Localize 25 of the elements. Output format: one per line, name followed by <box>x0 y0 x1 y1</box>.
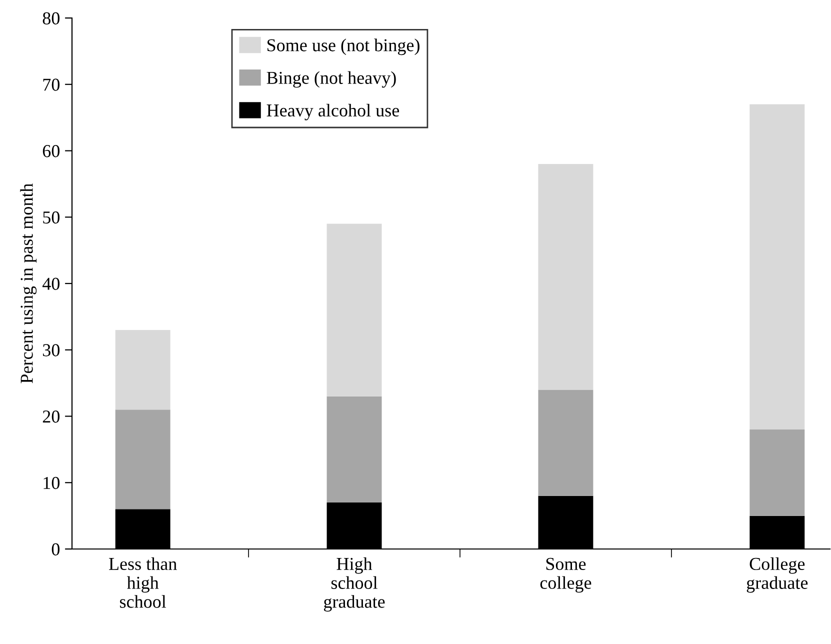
y-tick-label: 40 <box>42 278 60 290</box>
bar <box>115 330 170 410</box>
y-tick-label: 50 <box>43 211 60 224</box>
bar <box>538 390 594 496</box>
y-tick-label: 30 <box>43 344 60 356</box>
bar <box>538 164 594 390</box>
x-tick-label: College graduate <box>746 557 808 593</box>
bar <box>750 104 805 430</box>
y-tick-label: 0 <box>52 543 60 556</box>
x-tick-label: High school graduate <box>324 557 385 612</box>
y-axis-title: Percent using in past month <box>20 183 37 384</box>
y-tick-label: 60 <box>42 145 60 158</box>
y-tick-label: 70 <box>43 78 60 91</box>
bar <box>326 224 382 396</box>
y-tick-label: 10 <box>44 476 60 490</box>
y-tick-label: 20 <box>42 410 60 423</box>
legend-label: Heavy alcohol use <box>266 104 400 120</box>
legend-label: Some use (not binge) <box>267 38 420 56</box>
legend-label: Binge (not heavy) <box>266 71 396 88</box>
x-tick-label: Less than high school <box>109 557 177 608</box>
bar <box>115 410 170 510</box>
bar <box>326 396 382 503</box>
y-tick-label: 80 <box>42 12 60 24</box>
x-tick-label: Some college <box>540 558 592 593</box>
bar <box>750 430 805 516</box>
